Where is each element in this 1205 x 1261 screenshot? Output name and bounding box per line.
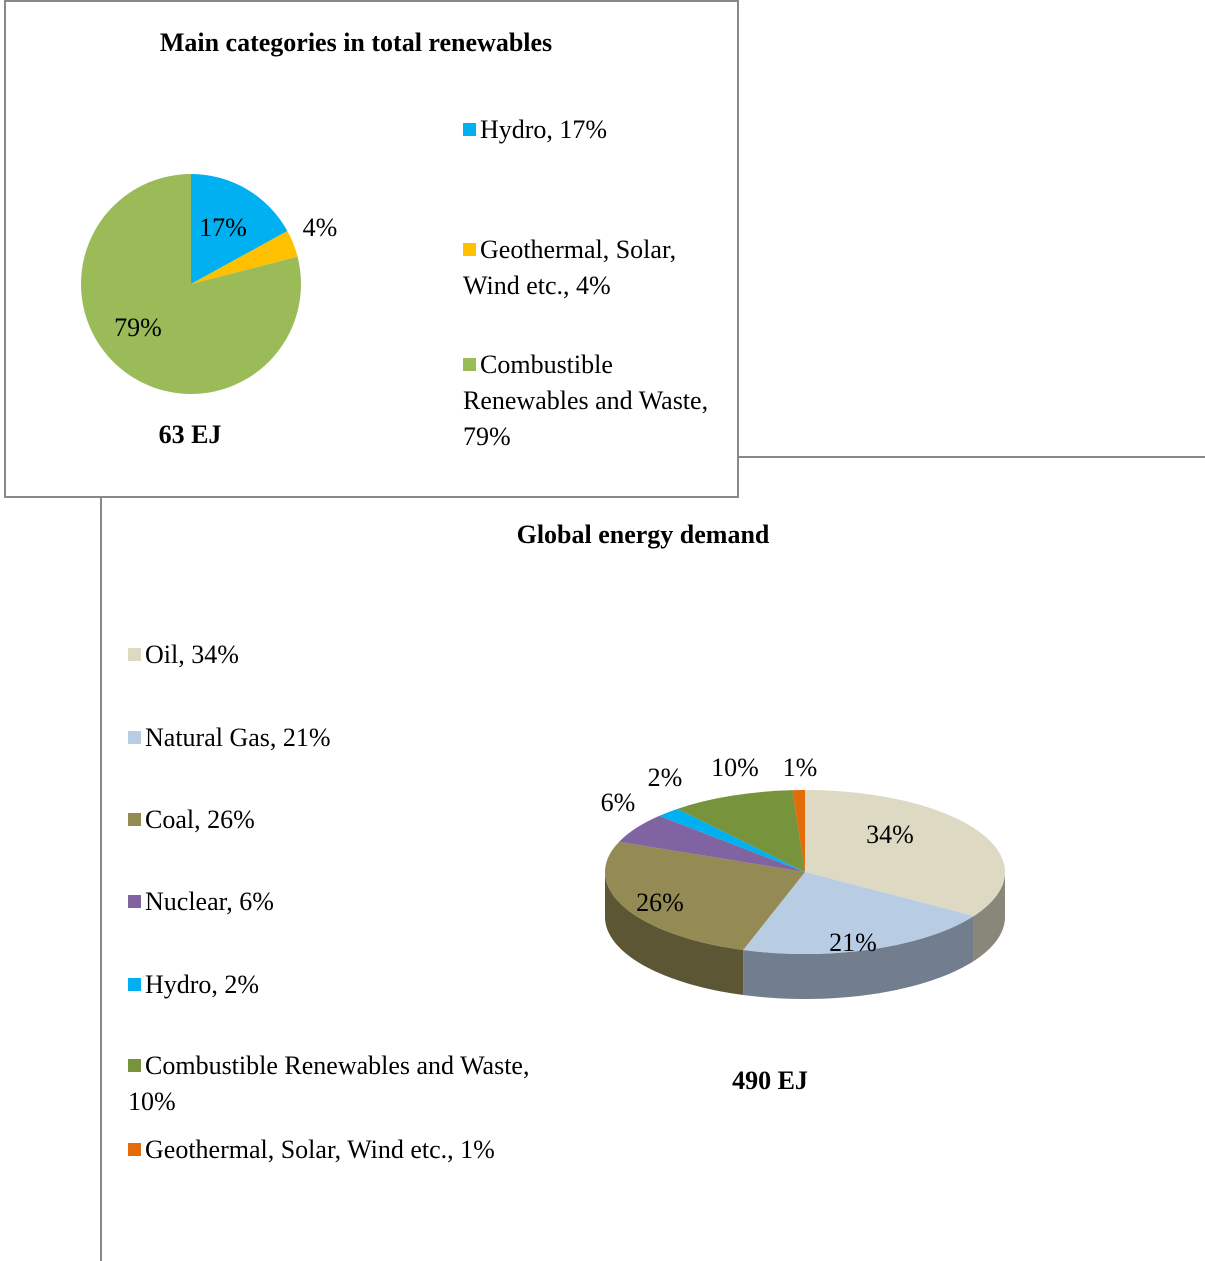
legend-label: Geothermal, Solar, Wind etc., 1% [145, 1135, 495, 1164]
pie-slice [805, 790, 1005, 916]
legend-swatch [128, 1059, 141, 1072]
legend-swatch [463, 358, 476, 371]
pie-slice [191, 231, 298, 284]
data-label: 1% [783, 753, 818, 782]
legend-label: Nuclear, 6% [145, 887, 274, 916]
data-label: 79% [114, 313, 162, 342]
legend-label: Oil, 34% [145, 640, 239, 669]
data-label: 17% [199, 213, 247, 242]
legend-item: Natural Gas, 21% [128, 720, 538, 756]
legend-item: Geothermal, Solar, Wind etc., 4% [463, 232, 725, 304]
legend-item: Geothermal, Solar, Wind etc., 1% [128, 1132, 538, 1168]
pie-slice [191, 174, 288, 284]
legend-swatch [128, 1143, 141, 1156]
legend-item: Combustible Renewables and Waste, 10% [128, 1048, 538, 1120]
legend-item: Coal, 26% [128, 802, 538, 838]
legend-label: Hydro, 17% [480, 115, 608, 144]
slice-side [605, 872, 744, 995]
pie-slice [743, 872, 974, 954]
slice-side [743, 915, 974, 999]
data-label: 34% [866, 820, 914, 849]
data-label: 10% [711, 753, 759, 782]
legend-swatch [128, 895, 141, 908]
legend-swatch [463, 243, 476, 256]
pie-slice [619, 815, 805, 872]
legend-item: Combustible Renewables and Waste, 79% [463, 347, 725, 455]
chart-title: Main categories in total renewables [160, 28, 552, 57]
data-label: 6% [601, 788, 636, 817]
slice-side [973, 872, 1005, 961]
legend-swatch [128, 648, 141, 661]
legend-item: Hydro, 2% [128, 967, 538, 1003]
legend-swatch [463, 123, 476, 136]
legend-label: Combustible Renewables and Waste, 79% [463, 350, 709, 451]
data-label: 26% [636, 888, 684, 917]
legend-label: Combustible Renewables and Waste, 10% [128, 1051, 530, 1116]
legend-item: Hydro, 17% [463, 112, 725, 148]
data-label: 2% [648, 763, 683, 792]
pie-slice [792, 790, 805, 872]
total-label: 63 EJ [159, 420, 222, 449]
total-label: 490 EJ [732, 1066, 808, 1095]
legend-label: Hydro, 2% [145, 970, 260, 999]
data-label: 4% [303, 213, 338, 242]
legend-swatch [128, 731, 141, 744]
legend-item: Nuclear, 6% [128, 884, 538, 920]
legend-swatch [128, 978, 141, 991]
data-label: 21% [829, 928, 877, 957]
pie-slice [677, 790, 805, 872]
pie-slice [659, 808, 805, 872]
chart-title: Global energy demand [517, 520, 770, 549]
legend-label: Geothermal, Solar, Wind etc., 4% [463, 235, 677, 300]
pie-slice [605, 841, 805, 950]
legend-label: Natural Gas, 21% [145, 723, 331, 752]
legend-label: Coal, 26% [145, 805, 255, 834]
pie-slice [81, 174, 301, 394]
legend-swatch [128, 813, 141, 826]
legend-item: Oil, 34% [128, 637, 538, 673]
